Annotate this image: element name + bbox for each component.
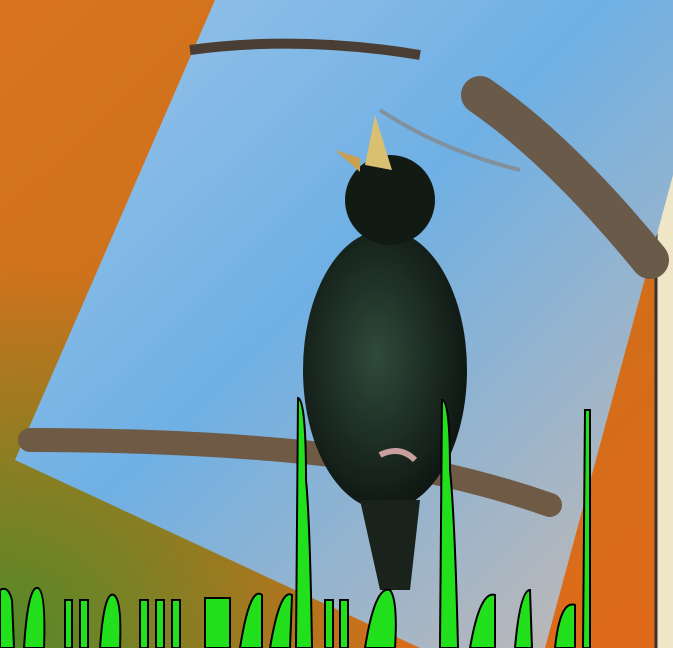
photo [15, 0, 673, 648]
green-lettering [0, 396, 591, 648]
